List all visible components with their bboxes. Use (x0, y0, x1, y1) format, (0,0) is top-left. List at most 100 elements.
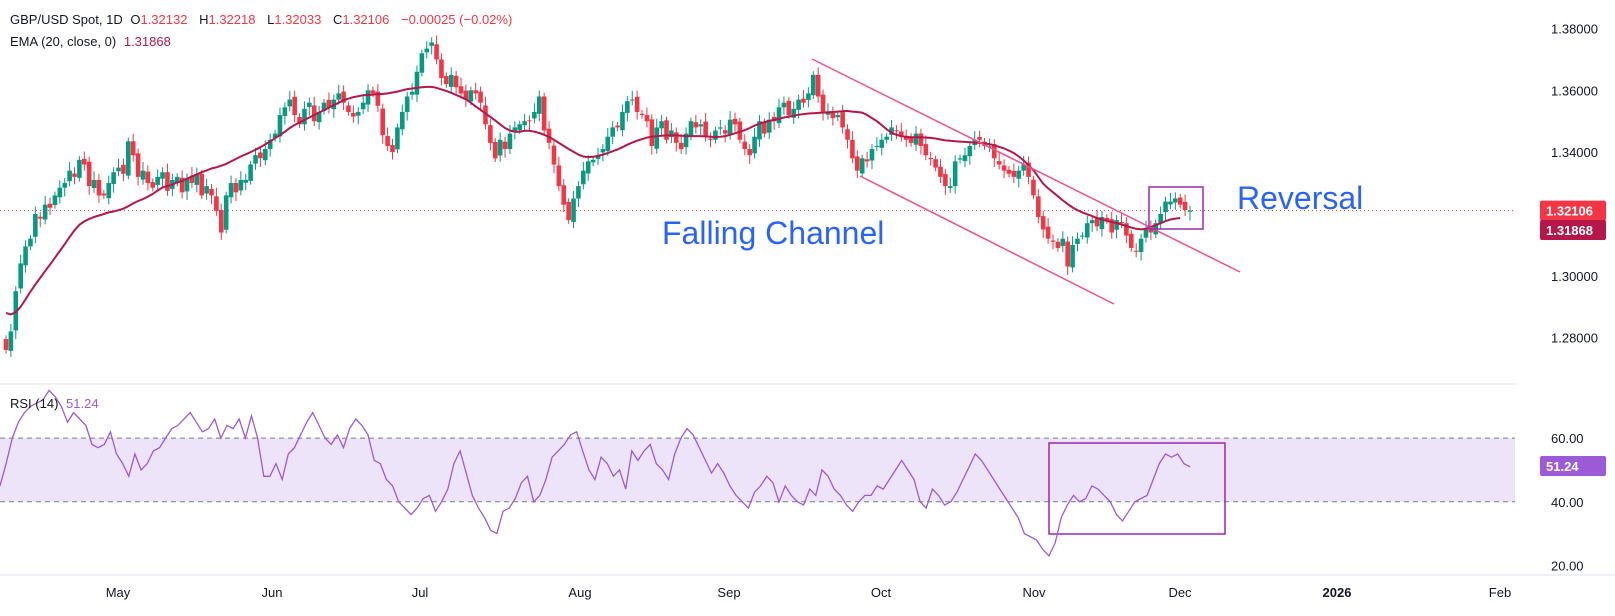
time-tick-label: Aug (568, 585, 591, 600)
candle-body (1050, 240, 1056, 242)
candle-body (786, 100, 792, 116)
candle-body (468, 90, 474, 102)
candle-body (585, 161, 591, 174)
candle-body (664, 120, 669, 140)
candle-body (1006, 169, 1012, 174)
candle-body (140, 170, 146, 180)
candle-body (894, 130, 899, 132)
candle-body (42, 204, 48, 220)
candle-body (781, 102, 787, 108)
candle-body (825, 111, 831, 115)
candle-body (1168, 201, 1173, 205)
candle-body (419, 53, 425, 73)
candle-body (884, 136, 889, 140)
reversal-label: Reversal (1237, 180, 1363, 216)
candle-body (673, 132, 679, 143)
candle-body (243, 179, 249, 183)
candle-body (463, 90, 469, 100)
rsi-value-tag (1540, 456, 1606, 477)
ema-value: 1.31868 (123, 34, 171, 49)
candle-body (272, 133, 278, 138)
candle-body (889, 127, 894, 135)
candle-body (669, 130, 674, 137)
low-value: 1.32033 (274, 12, 322, 27)
candle-body (610, 127, 615, 137)
ema-line (5, 85, 1181, 316)
candle-body (996, 161, 1002, 165)
candle-body (174, 176, 180, 183)
candle-body (737, 121, 743, 140)
rsi-highlight-box (1048, 442, 1226, 535)
candle-body (130, 141, 136, 156)
candle-body (360, 102, 366, 110)
candle-body (101, 193, 107, 196)
time-tick-label: Jul (412, 585, 429, 600)
time-tick-label: Dec (1168, 585, 1192, 600)
candle-body (267, 139, 273, 150)
candle-body (933, 159, 938, 168)
candle-body (346, 105, 351, 112)
price-tick-label: 1.36000 (1551, 83, 1598, 98)
candle-body (488, 125, 493, 143)
candle-body (527, 120, 532, 122)
candle-body (703, 121, 708, 137)
ema-label: EMA (20, close, 0) (10, 34, 117, 49)
candle-body (683, 133, 689, 148)
high-group: H1.32218 (199, 12, 259, 27)
candle-body (395, 127, 400, 150)
candle-body (1133, 250, 1139, 252)
low-group: L1.32033 (267, 12, 325, 27)
candle-body (615, 125, 620, 128)
candle-body (453, 75, 459, 88)
candle-body (248, 164, 253, 181)
candle-body (199, 173, 205, 196)
candle-body (62, 183, 68, 188)
candle-body (874, 145, 880, 147)
candle-body (1114, 220, 1119, 230)
candle-body (277, 115, 283, 137)
candle-body (3, 339, 9, 350)
candle-body (385, 136, 390, 146)
candle-body (96, 179, 102, 196)
candle-body (649, 119, 655, 146)
candle-body (947, 186, 953, 188)
candle-body (429, 42, 434, 46)
low-label: L (267, 12, 275, 27)
falling-channel-label: Falling Channel (662, 215, 884, 251)
candle-body (801, 98, 806, 103)
candle-body (532, 111, 537, 119)
candle-body (918, 133, 924, 146)
candle-body (566, 201, 571, 221)
candle-body (316, 111, 322, 123)
candle-body (23, 246, 28, 266)
time-tick-label: Nov (1022, 585, 1046, 600)
candle-body (938, 166, 943, 177)
price-tick-label: 1.30000 (1551, 269, 1598, 284)
candle-body (355, 111, 361, 116)
candle-body (620, 111, 625, 131)
time-tick-label: 2026 (1323, 585, 1352, 600)
candle-body (541, 96, 547, 131)
candle-body (223, 195, 229, 230)
candle-body (238, 179, 244, 191)
candle-body (1065, 241, 1070, 267)
close-label: C (332, 12, 343, 27)
candle-body (365, 90, 371, 105)
candle-body (375, 91, 381, 106)
candle-body (160, 172, 165, 179)
time-tick-label: Jun (262, 585, 283, 600)
candle-body (414, 71, 420, 95)
candle-body (928, 158, 933, 160)
candle-body (796, 99, 801, 110)
candle-body (111, 172, 116, 184)
candle-body (859, 158, 865, 174)
candle-body (150, 182, 156, 188)
candle-body (351, 112, 356, 117)
candle-body (214, 196, 219, 211)
open-value: 1.32132 (140, 12, 188, 27)
candle-body (297, 116, 302, 125)
candle-body (1128, 233, 1134, 248)
candle-body (967, 145, 973, 157)
candle-body (908, 136, 914, 143)
